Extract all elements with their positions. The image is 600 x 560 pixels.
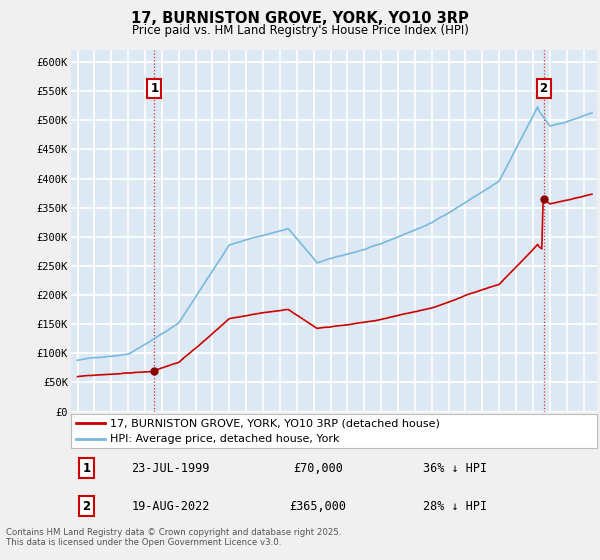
Text: 19-AUG-2022: 19-AUG-2022 (131, 500, 210, 512)
Text: 1: 1 (151, 82, 158, 95)
Text: 17, BURNISTON GROVE, YORK, YO10 3RP (detached house): 17, BURNISTON GROVE, YORK, YO10 3RP (det… (110, 418, 440, 428)
Text: 1: 1 (83, 462, 91, 475)
Text: Price paid vs. HM Land Registry's House Price Index (HPI): Price paid vs. HM Land Registry's House … (131, 24, 469, 36)
Text: 2: 2 (83, 500, 91, 512)
Text: 17, BURNISTON GROVE, YORK, YO10 3RP: 17, BURNISTON GROVE, YORK, YO10 3RP (131, 11, 469, 26)
Text: 28% ↓ HPI: 28% ↓ HPI (423, 500, 487, 512)
Text: HPI: Average price, detached house, York: HPI: Average price, detached house, York (110, 434, 340, 444)
Text: 36% ↓ HPI: 36% ↓ HPI (423, 462, 487, 475)
Text: £365,000: £365,000 (290, 500, 347, 512)
Text: 2: 2 (539, 82, 548, 95)
Text: Contains HM Land Registry data © Crown copyright and database right 2025.
This d: Contains HM Land Registry data © Crown c… (6, 528, 341, 547)
Text: £70,000: £70,000 (293, 462, 343, 475)
Text: 23-JUL-1999: 23-JUL-1999 (131, 462, 210, 475)
